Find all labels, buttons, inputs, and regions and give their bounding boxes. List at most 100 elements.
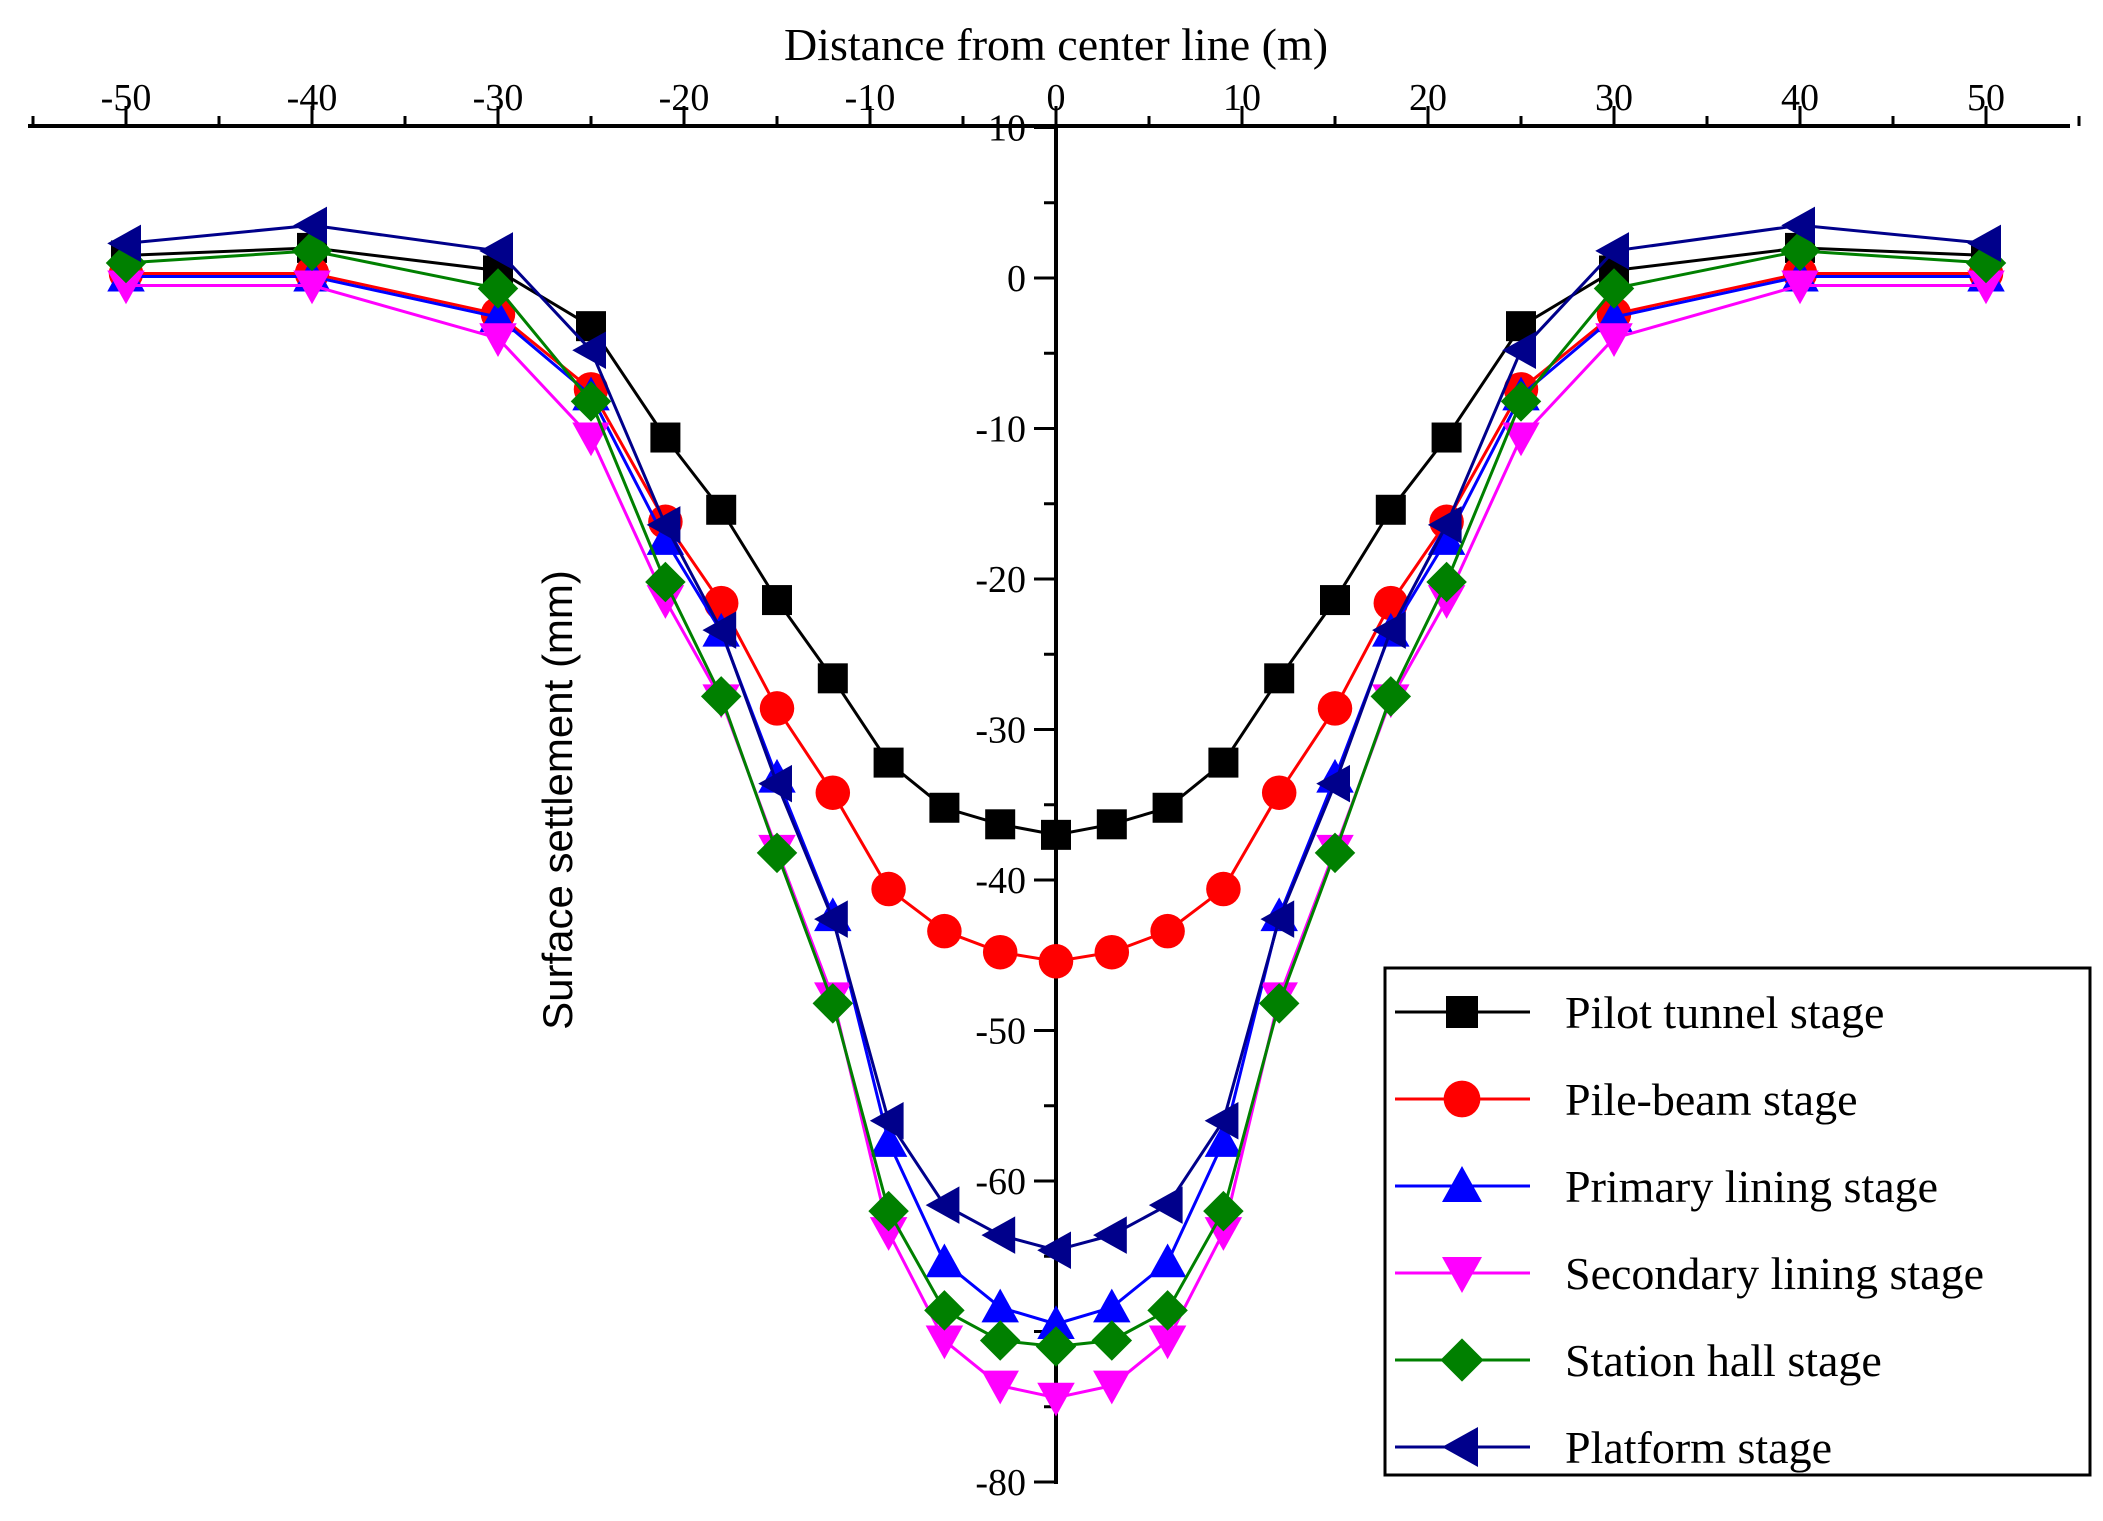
- x-axis-title: Distance from center line (m): [784, 19, 1328, 70]
- legend: Pilot tunnel stage Pile-beam stage Primary…: [1383, 966, 2092, 1477]
- data-point: [706, 494, 737, 525]
- data-point: [1204, 1123, 1243, 1157]
- y-tick-label: -60: [975, 1161, 1026, 1203]
- data-point: [105, 242, 147, 284]
- legend-item: Secondary lining stage: [1395, 1248, 1984, 1299]
- x-tick-label: 10: [1223, 77, 1261, 119]
- legend-label: Platform stage: [1565, 1422, 1832, 1473]
- data-point: [1204, 1102, 1239, 1140]
- data-point: [869, 1102, 904, 1140]
- data-point: [1372, 611, 1406, 649]
- data-point: [925, 1186, 960, 1224]
- data-point: [924, 1290, 965, 1331]
- data-point: [1091, 1320, 1133, 1361]
- y-tick-label: 0: [1007, 258, 1026, 300]
- data-point: [1320, 585, 1350, 616]
- y-axis: 10 0 -10 -20 -30 -40 -50 -60 -80: [975, 108, 1058, 1504]
- y-tick-label: -50: [975, 1011, 1026, 1053]
- data-point: [1261, 775, 1297, 810]
- data-point: [927, 913, 962, 949]
- data-point: [1370, 676, 1412, 717]
- data-point: [1427, 521, 1466, 555]
- data-point: [1967, 224, 2001, 263]
- data-point: [646, 506, 681, 544]
- data-point: [1093, 1288, 1131, 1323]
- data-point: [758, 764, 792, 803]
- legend-marker: [1442, 1427, 1478, 1467]
- x-tick-label: -40: [287, 77, 338, 119]
- legend-marker: [1442, 1257, 1482, 1293]
- data-point: [985, 809, 1016, 840]
- data-point: [925, 1325, 964, 1360]
- legend-label: Pile-beam stage: [1565, 1074, 1858, 1125]
- data-point: [925, 1243, 964, 1278]
- data-point: [1206, 871, 1241, 907]
- y-tick-label: -10: [975, 409, 1026, 451]
- legend-item: Station hall stage: [1395, 1335, 1882, 1386]
- data-point: [981, 1216, 1016, 1254]
- data-point: [1148, 1243, 1187, 1278]
- data-point: [293, 270, 331, 305]
- data-point: [869, 1123, 908, 1157]
- data-point: [1502, 331, 1536, 369]
- data-point: [645, 561, 686, 603]
- legend-marker: [1443, 1080, 1481, 1118]
- data-point: [756, 832, 798, 874]
- data-point: [817, 663, 848, 694]
- data-point: [702, 611, 737, 649]
- legend-marker: [1442, 1166, 1482, 1202]
- data-point: [1781, 206, 1815, 245]
- data-point: [815, 775, 851, 810]
- data-point: [1208, 747, 1239, 778]
- data-point: [107, 270, 145, 305]
- data-point: [1148, 1186, 1183, 1224]
- data-point: [1093, 1370, 1131, 1405]
- y-tick-label: 10: [988, 108, 1026, 150]
- data-point: [1426, 561, 1467, 603]
- legend-label: Secondary lining stage: [1565, 1248, 1984, 1299]
- legend-marker: [1440, 1338, 1484, 1382]
- x-tick-label: -20: [659, 77, 710, 119]
- y-tick-label: -30: [975, 710, 1026, 752]
- data-point: [1037, 1231, 1071, 1269]
- x-tick-label: 40: [1781, 77, 1819, 119]
- data-point: [1041, 819, 1071, 850]
- data-point: [762, 585, 792, 616]
- data-point: [981, 1370, 1019, 1405]
- series-6: [107, 206, 2001, 1269]
- data-point: [1965, 242, 2007, 284]
- data-point: [812, 983, 854, 1024]
- data-point: [1427, 506, 1462, 544]
- data-point: [293, 206, 327, 245]
- data-point: [1317, 691, 1353, 726]
- data-point: [1094, 934, 1130, 970]
- data-point: [646, 521, 685, 555]
- data-point: [1502, 422, 1540, 457]
- data-point: [650, 422, 681, 453]
- data-point: [1096, 809, 1127, 840]
- x-tick-label: -50: [101, 77, 152, 119]
- data-point: [759, 691, 795, 726]
- data-point: [873, 747, 904, 778]
- data-point: [1431, 422, 1462, 453]
- legend-label: Pilot tunnel stage: [1565, 987, 1884, 1038]
- data-point: [871, 871, 906, 907]
- legend-marker: [1446, 996, 1478, 1028]
- data-point: [1595, 232, 1629, 270]
- data-point: [1038, 944, 1074, 979]
- data-point: [868, 1190, 909, 1232]
- x-tick-label: -30: [473, 77, 524, 119]
- data-point: [1148, 1325, 1187, 1360]
- data-point: [979, 1320, 1021, 1361]
- data-point: [477, 268, 519, 309]
- data-point: [1152, 792, 1183, 823]
- series-5: [105, 230, 2007, 1367]
- x-tick-label: 0: [1047, 77, 1066, 119]
- x-tick-label: 30: [1595, 77, 1633, 119]
- data-point: [1203, 1190, 1244, 1232]
- data-point: [700, 676, 742, 717]
- y-tick-label: -20: [975, 559, 1026, 601]
- data-point: [107, 224, 141, 263]
- y-tick-label: -40: [975, 860, 1026, 902]
- data-point: [814, 900, 848, 938]
